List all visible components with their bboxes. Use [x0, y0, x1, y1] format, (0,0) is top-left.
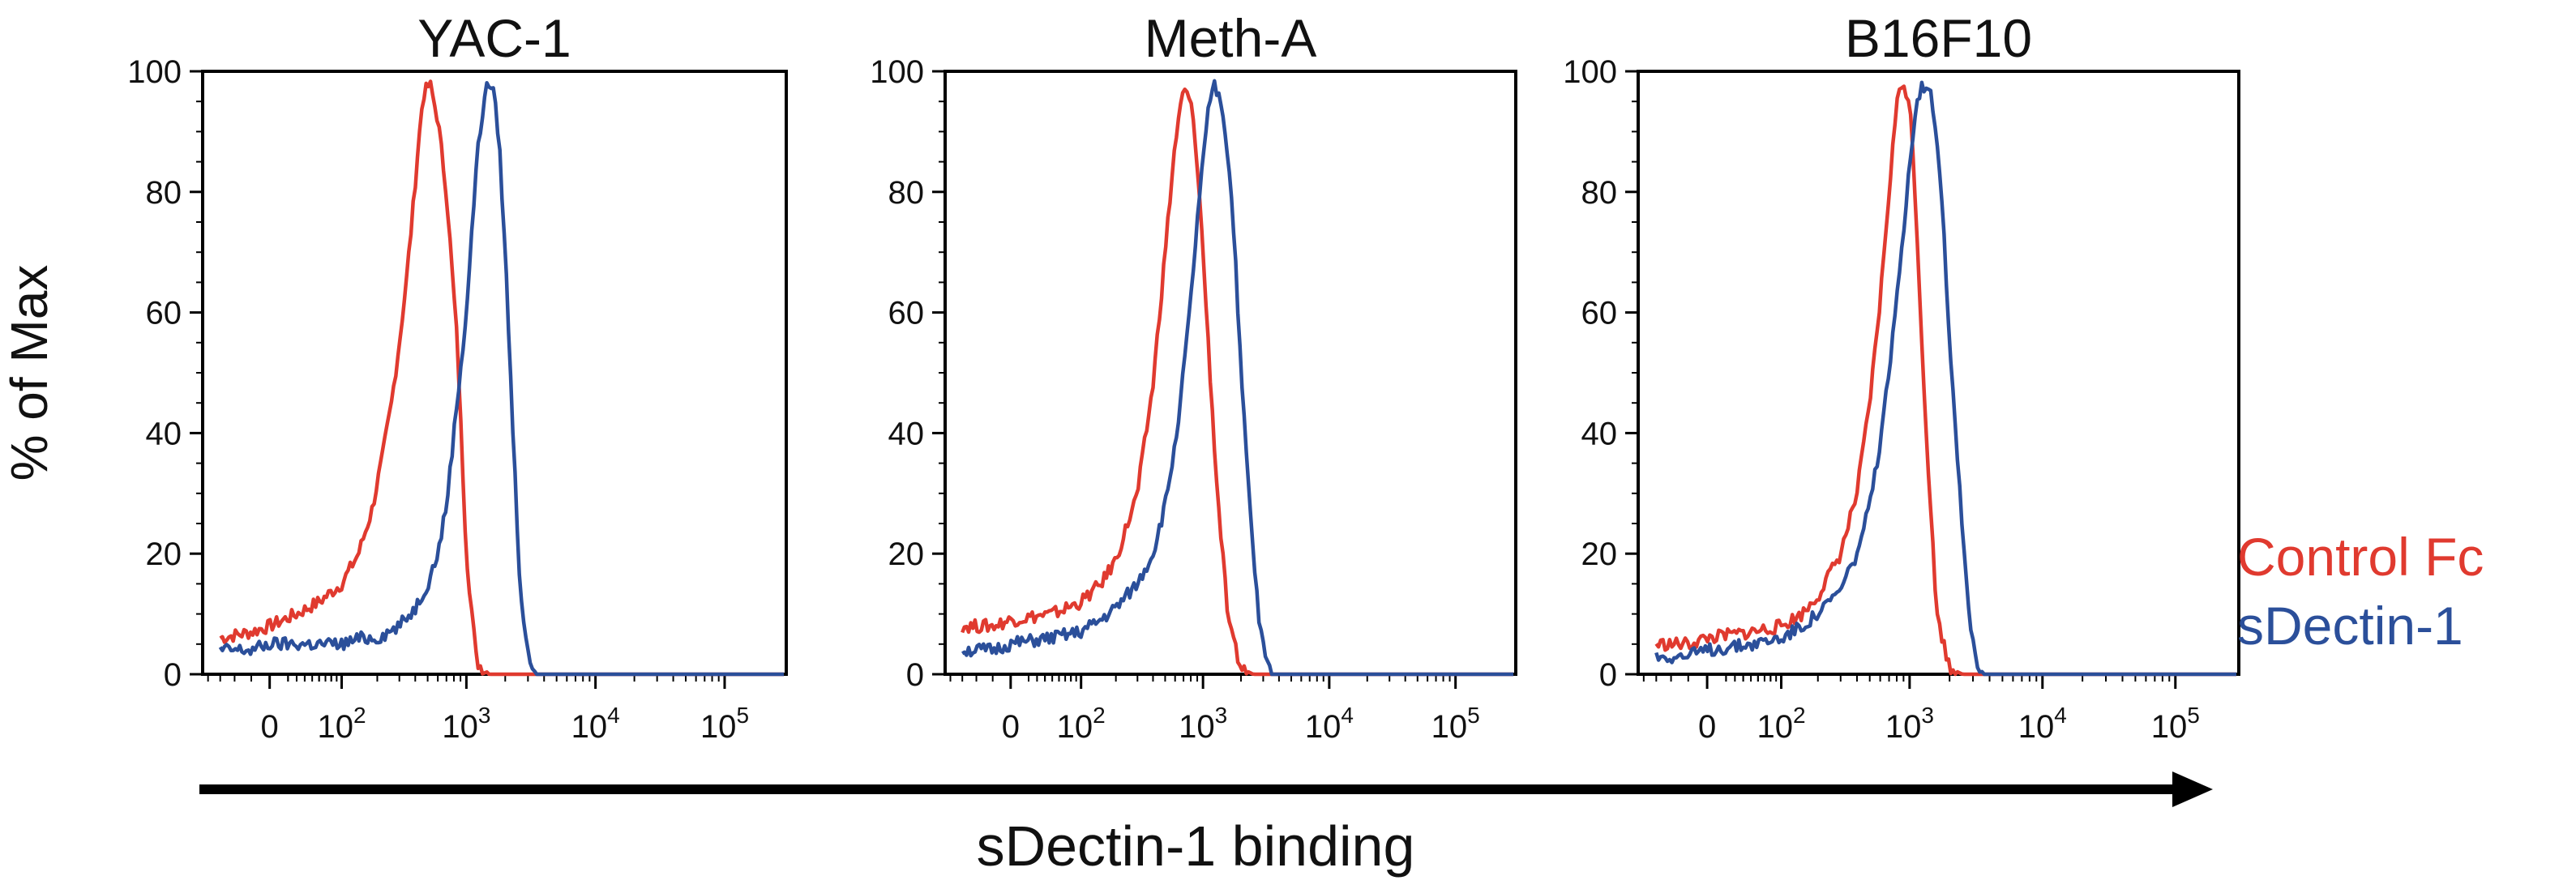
y-tick-label: 100	[870, 54, 924, 90]
y-tick-label: 0	[906, 657, 924, 693]
x-tick-label: 102	[1057, 703, 1106, 745]
panel-1: Meth-A 0 20 40 60 80 100 0 102 103 104 105	[870, 8, 1517, 745]
panel-2: B16F10 0 20 40 60 80 100 0 102 103 104 105	[1563, 8, 2240, 745]
x-tick-label: 103	[1179, 703, 1227, 745]
y-tick-label: 20	[888, 536, 925, 572]
plot-frame	[201, 70, 788, 676]
x-tick-label: 105	[700, 703, 749, 745]
x-tick-label: 103	[1885, 703, 1934, 745]
legend-entry-control-fc: Control Fc	[2237, 527, 2484, 587]
panel-title: YAC-1	[417, 8, 571, 68]
y-tick-label: 100	[1563, 54, 1617, 90]
y-tick-label: 40	[1581, 416, 1618, 451]
x-tick-label: 0	[261, 709, 279, 745]
x-tick-label: 104	[1305, 703, 1354, 745]
panel-title: B16F10	[1845, 8, 2032, 68]
y-tick-label: 20	[146, 536, 182, 572]
x-tick-label: 103	[442, 703, 490, 745]
y-tick-label: 60	[146, 296, 182, 331]
x-tick-label: 105	[1431, 703, 1480, 745]
y-tick-label: 40	[888, 416, 925, 451]
x-tick-label: 102	[1757, 703, 1805, 745]
x-tick-label: 0	[1698, 709, 1716, 745]
y-tick-label: 0	[164, 657, 182, 693]
y-tick-label: 80	[146, 175, 182, 211]
x-tick-label: 102	[317, 703, 366, 745]
plot-frame	[944, 70, 1517, 676]
series-line-control-fc	[1654, 84, 2236, 677]
y-tick-label: 20	[1581, 536, 1618, 572]
y-tick-label: 0	[1599, 657, 1617, 693]
x-axis-arrowhead	[2172, 771, 2213, 807]
y-tick-label: 40	[146, 416, 182, 451]
y-tick-label: 80	[1581, 175, 1618, 211]
x-axis-label: sDectin-1 binding	[977, 814, 1415, 878]
y-tick-label: 80	[888, 175, 925, 211]
series-line-sdectin-1	[1654, 80, 2236, 677]
x-tick-label: 104	[571, 703, 620, 745]
x-tick-label: 0	[1002, 709, 1020, 745]
panel-title: Meth-A	[1145, 8, 1317, 68]
y-tick-label: 100	[127, 54, 182, 90]
x-tick-label: 104	[2018, 703, 2067, 745]
legend-entry-sdectin-1: sDectin-1	[2237, 596, 2463, 656]
series-line-sdectin-1	[961, 79, 1513, 677]
x-tick-label: 105	[2151, 703, 2200, 745]
panel-0: YAC-1 0 20 40 60 80 100 0 102 103 104 105	[127, 8, 788, 745]
series-line-control-fc	[961, 87, 1513, 677]
y-tick-label: 60	[888, 296, 925, 331]
y-axis-label: % of Max	[0, 265, 58, 481]
y-tick-label: 60	[1581, 296, 1618, 331]
series-line-sdectin-1	[218, 80, 784, 677]
